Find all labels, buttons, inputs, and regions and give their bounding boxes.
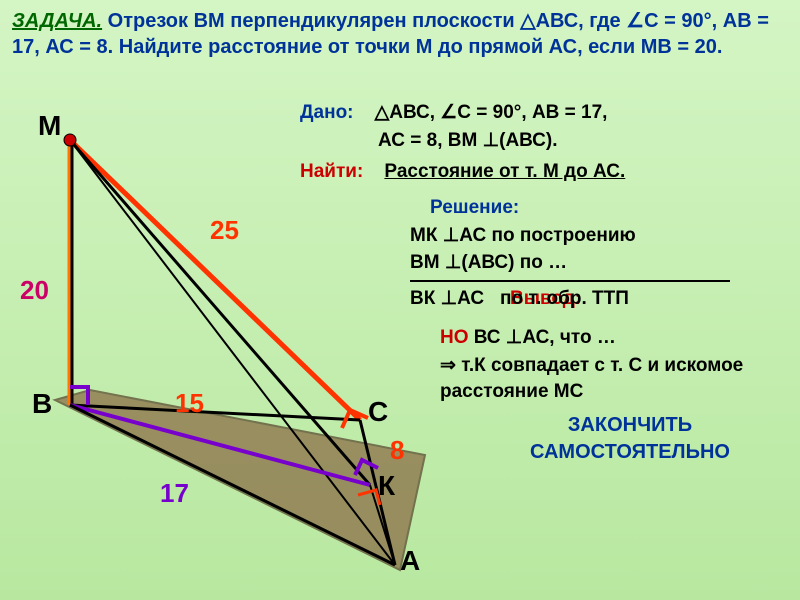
step1: МК ⊥АС по построению — [410, 225, 636, 246]
finish2: САМОСТОЯТЕЛЬНО — [460, 439, 800, 466]
finish1: ЗАКОНЧИТЬ — [460, 412, 800, 439]
task-label: ЗАДАЧА. — [12, 10, 102, 32]
label-M: М — [38, 110, 61, 142]
given-line1: △АВС, ∠С = 90°, АВ = 17, — [375, 102, 608, 123]
given-label: Дано: — [300, 102, 354, 123]
step1-row: МК ⊥АС по построению — [300, 223, 800, 249]
solution-label-row: Решение: — [300, 195, 800, 221]
solution-panel: Дано: △АВС, ∠С = 90°, АВ = 17, АС = 8, В… — [300, 100, 800, 600]
step4-row: НО ВС ⊥АС, что … — [300, 325, 800, 351]
divider-line — [410, 280, 730, 282]
given-line2: АС = 8, ВМ ⊥(АВС). — [378, 130, 558, 151]
point-M-dot — [64, 134, 76, 146]
problem-text: Отрезок ВМ перпендикулярен плоскости △АВ… — [12, 10, 769, 58]
step2-row: ВМ ⊥(АВС) по … — [300, 250, 800, 276]
step3b: по т. обр. ТТП — [500, 286, 629, 312]
finish-block: ЗАКОНЧИТЬ САМОСТОЯТЕЛЬНО — [460, 412, 800, 466]
num-17: 17 — [160, 478, 189, 509]
find-text: Расстояние от т. М до АС. — [384, 161, 625, 182]
label-B: В — [32, 388, 52, 420]
problem-statement: ЗАДАЧА. Отрезок ВМ перпендикулярен плоск… — [0, 0, 800, 64]
find-label: Найти: — [300, 161, 363, 182]
given-row1: Дано: △АВС, ∠С = 90°, АВ = 17, — [300, 100, 800, 126]
step3-row: ВК ⊥АС Вывод: по т. обр. ТТП — [300, 286, 800, 312]
given-row2: АС = 8, ВМ ⊥(АВС). — [300, 128, 800, 154]
find-row: Найти: Расстояние от т. М до АС. — [300, 159, 800, 185]
num-15: 15 — [175, 388, 204, 419]
num-20: 20 — [20, 275, 49, 306]
step5: ⇒ т.К совпадает с т. С и искомое расстоя… — [440, 355, 743, 402]
solution-label: Решение: — [430, 197, 519, 218]
step3a: ВК ⊥АС — [410, 288, 484, 309]
step4b: ВС ⊥АС, что … — [474, 327, 616, 348]
step4a: НО — [440, 327, 469, 348]
num-25: 25 — [210, 215, 239, 246]
step5-row: ⇒ т.К совпадает с т. С и искомое расстоя… — [300, 353, 800, 404]
step2: ВМ ⊥(АВС) по … — [410, 252, 567, 273]
